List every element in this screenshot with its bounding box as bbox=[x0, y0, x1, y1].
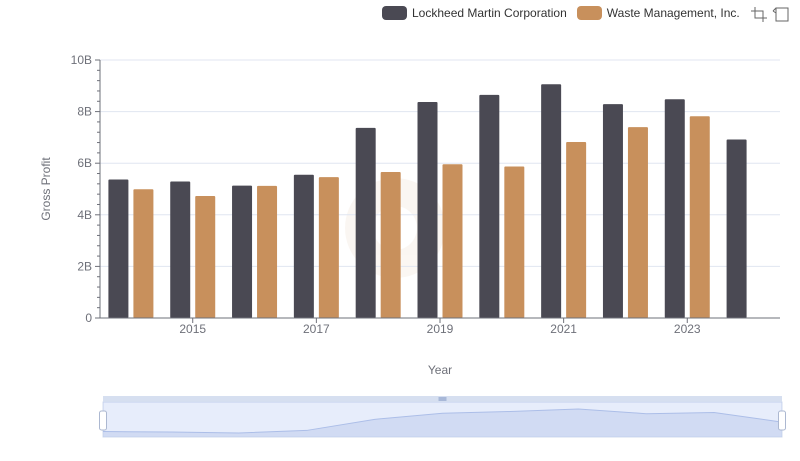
bar-waste-management-2016[interactable] bbox=[257, 185, 278, 318]
data-zoom-grip-icon[interactable] bbox=[438, 397, 447, 401]
data-zoom-preview-area bbox=[103, 409, 782, 437]
bar-lockheed-2023[interactable] bbox=[664, 99, 685, 318]
x-tick-label: 2023 bbox=[674, 322, 701, 336]
bar-waste-management-2023[interactable] bbox=[689, 116, 710, 318]
x-tick-label: 2017 bbox=[303, 322, 330, 336]
zoom-reset-icon[interactable] bbox=[772, 5, 790, 23]
y-tick-label: 2B bbox=[77, 259, 92, 273]
bar-waste-management-2015[interactable] bbox=[195, 195, 216, 318]
y-tick-label: 4B bbox=[77, 208, 92, 222]
x-tick-label: 2019 bbox=[427, 322, 454, 336]
legend-swatch-waste-management bbox=[576, 6, 602, 20]
data-zoom-preview-line bbox=[102, 408, 783, 434]
bar-waste-management-2019[interactable] bbox=[442, 164, 463, 318]
bar-waste-management-2014[interactable] bbox=[133, 189, 154, 318]
bar-waste-management-2017[interactable] bbox=[318, 177, 339, 318]
data-zoom-right-handle[interactable] bbox=[778, 410, 786, 431]
zoom-select-icon[interactable] bbox=[750, 5, 768, 23]
chart-toolbox bbox=[746, 5, 790, 23]
bar-lockheed-2020[interactable] bbox=[479, 94, 500, 318]
legend-swatch-lockheed bbox=[382, 6, 407, 20]
y-tick-label: 8B bbox=[77, 105, 92, 119]
data-zoom-left-handle[interactable] bbox=[99, 410, 107, 431]
bar-lockheed-2015[interactable] bbox=[170, 181, 191, 318]
legend-item-lockheed[interactable]: Lockheed Martin Corporation bbox=[382, 6, 567, 20]
bar-lockheed-2024[interactable] bbox=[726, 139, 747, 318]
bar-lockheed-2019[interactable] bbox=[417, 102, 438, 318]
bar-lockheed-2022[interactable] bbox=[602, 104, 623, 318]
y-axis-label: Gross Profit bbox=[39, 157, 53, 221]
bar-lockheed-2014[interactable] bbox=[108, 179, 129, 318]
bar-waste-management-2020[interactable] bbox=[504, 166, 525, 318]
bar-lockheed-2017[interactable] bbox=[293, 174, 314, 318]
data-zoom-slider[interactable] bbox=[99, 396, 786, 438]
legend-label-waste-management: Waste Management, Inc. bbox=[606, 6, 740, 20]
legend-item-waste-management[interactable]: Waste Management, Inc. bbox=[576, 6, 740, 20]
axes: 0 2B 4B 6B 8B 10B 2015 2017 2019 2021 2023 bbox=[71, 53, 780, 336]
bar-lockheed-2016[interactable] bbox=[232, 185, 253, 318]
y-tick-label: 0 bbox=[85, 311, 92, 325]
bar-series bbox=[108, 84, 747, 318]
x-tick-label: 2015 bbox=[179, 322, 206, 336]
y-tick-label: 10B bbox=[71, 53, 92, 67]
x-tick-label: 2021 bbox=[550, 322, 577, 336]
bar-waste-management-2018[interactable] bbox=[380, 171, 401, 318]
bar-lockheed-2021[interactable] bbox=[541, 84, 562, 318]
bar-waste-management-2021[interactable] bbox=[566, 142, 587, 318]
x-axis-label: Year bbox=[428, 363, 452, 377]
y-tick-label: 6B bbox=[77, 156, 92, 170]
data-zoom-selection[interactable] bbox=[103, 402, 782, 437]
legend-label-lockheed: Lockheed Martin Corporation bbox=[412, 6, 567, 20]
bar-waste-management-2022[interactable] bbox=[627, 127, 648, 318]
bar-lockheed-2018[interactable] bbox=[355, 127, 376, 318]
chart-legend: Lockheed Martin Corporation Waste Manage… bbox=[382, 3, 750, 23]
